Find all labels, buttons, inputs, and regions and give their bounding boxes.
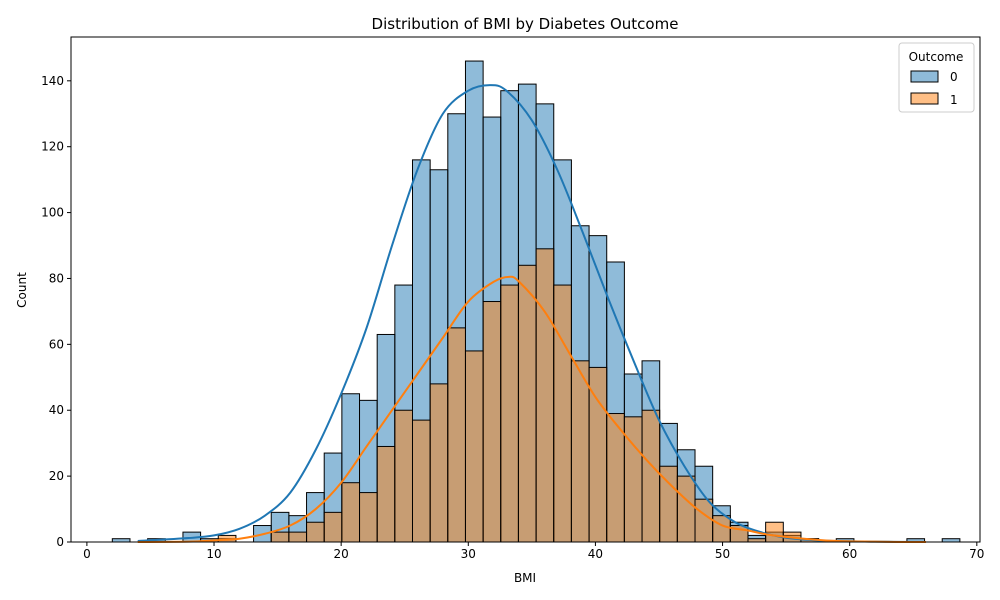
y-tick-label: 80: [49, 271, 64, 285]
x-tick-label: 20: [334, 547, 349, 561]
bar-series-1: [447, 327, 466, 543]
legend-title: Outcome: [909, 50, 964, 64]
bar-series-1: [588, 366, 608, 543]
bar-series-1: [517, 264, 537, 543]
bar-series-1: [500, 284, 519, 543]
bar-series-1: [482, 301, 502, 543]
bar-series-1: [341, 482, 361, 543]
legend-swatch-1: [910, 92, 939, 105]
legend: Outcome 0 1: [898, 42, 975, 113]
y-tick-label: 140: [41, 74, 64, 88]
bar-series-1: [288, 531, 308, 543]
bar-series-1: [570, 360, 590, 543]
bar-series-1: [553, 284, 572, 543]
bar-series-1: [270, 531, 290, 543]
bar-series-1: [765, 521, 784, 543]
bar-series-1: [694, 498, 714, 543]
x-tick-label: 30: [461, 547, 476, 561]
bar-series-1: [623, 416, 643, 543]
legend-label-0: 0: [950, 70, 958, 84]
y-tick-label: 60: [49, 337, 64, 351]
x-axis-label: BMI: [514, 571, 536, 585]
x-tick-label: 10: [206, 547, 221, 561]
x-tick-label: 70: [969, 547, 984, 561]
kde-line-series-1: [137, 275, 926, 543]
y-tick-label: 0: [56, 535, 64, 549]
bar-series-1: [323, 511, 343, 543]
x-tick-label: 40: [588, 547, 603, 561]
y-tick-label: 40: [49, 403, 64, 417]
chart-title: Distribution of BMI by Diabetes Outcome: [372, 15, 679, 33]
kde-line-series-0: [137, 84, 926, 543]
bar-series-1: [535, 248, 555, 543]
bar-series-1: [641, 409, 661, 543]
bar-series-1: [411, 419, 431, 543]
legend-label-1: 1: [950, 93, 958, 107]
legend-swatch-0: [910, 70, 939, 83]
x-tick-label: 60: [842, 547, 857, 561]
bar-series-1: [359, 492, 378, 543]
y-tick-label: 20: [49, 469, 64, 483]
y-axis-label: Count: [15, 272, 29, 308]
bar-series-1: [306, 521, 325, 543]
bar-series-1: [394, 409, 413, 543]
bar-series-1: [606, 413, 625, 543]
bar-series-1: [712, 515, 731, 543]
axes-frame: [70, 36, 981, 543]
y-tick-label: 100: [41, 206, 64, 220]
x-tick-label: 0: [83, 547, 91, 561]
x-tick-label: 50: [715, 547, 730, 561]
bar-series-1: [676, 475, 696, 543]
bar-series-1: [376, 445, 396, 543]
bar-series-1: [464, 350, 484, 543]
y-tick-label: 120: [41, 140, 64, 154]
bar-series-1: [429, 383, 449, 543]
